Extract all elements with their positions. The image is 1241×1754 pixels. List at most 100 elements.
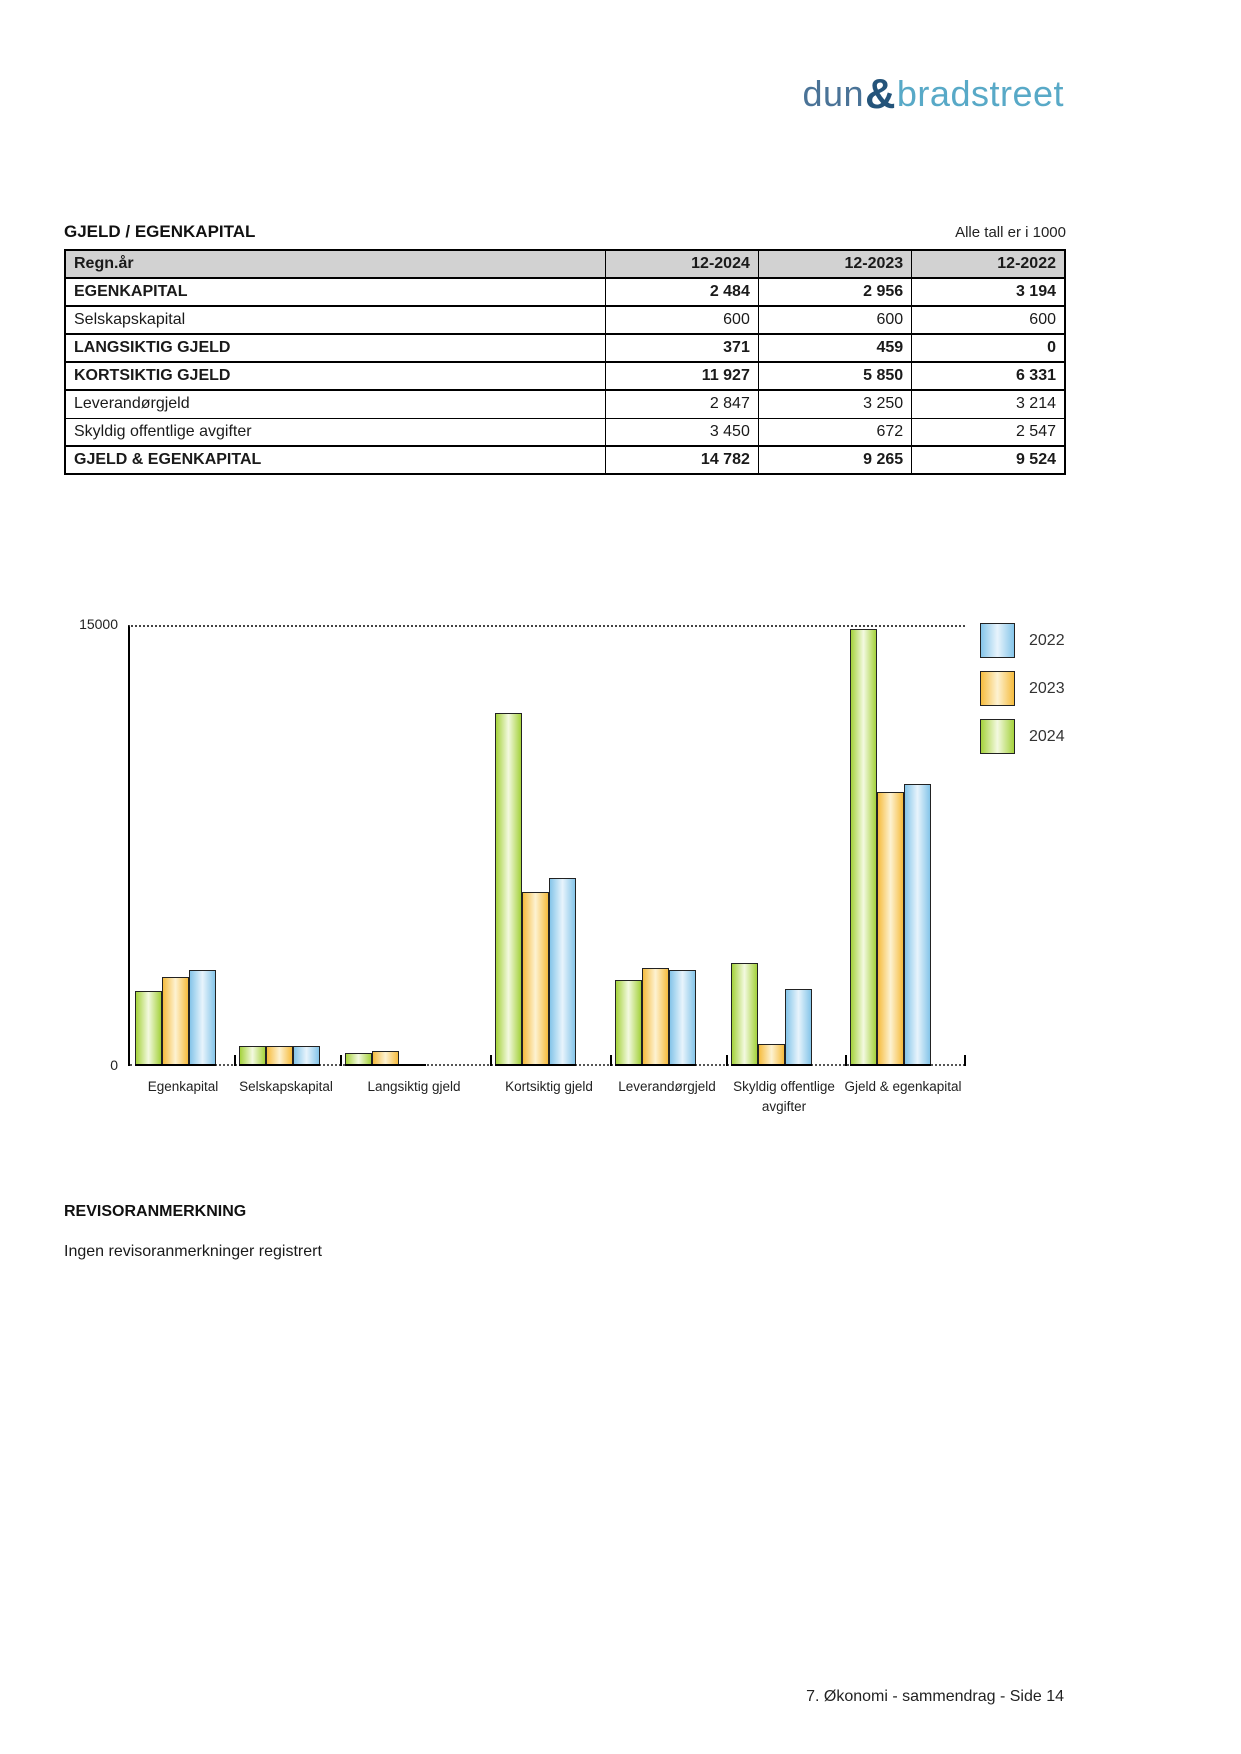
gjeld-egenkapital-section: GJELD / EGENKAPITAL Alle tall er i 1000 … <box>64 222 1066 475</box>
table-row: GJELD & EGENKAPITAL 14 782 9 265 9 524 <box>64 445 1066 475</box>
table-row: EGENKAPITAL 2 484 2 956 3 194 <box>64 277 1066 307</box>
revisor-text: Ingen revisoranmerkninger registrert <box>64 1243 322 1260</box>
legend-label: 2022 <box>1029 631 1065 649</box>
bar-2023-langsiktig-gjeld <box>372 1051 399 1064</box>
category-label: Selskapskapital <box>239 1079 333 1094</box>
column-header-regnaar: Regn.år <box>64 249 606 279</box>
row-value: 3 450 <box>604 417 759 447</box>
legend-item-2023: 2023 <box>980 671 1065 706</box>
bar-2023-gjeld-egenkapital <box>877 792 904 1064</box>
row-label: GJELD & EGENKAPITAL <box>64 445 606 475</box>
row-label: EGENKAPITAL <box>64 277 606 307</box>
category-label: Leverandørgjeld <box>618 1079 716 1094</box>
category-label: Egenkapital <box>147 1079 219 1094</box>
row-value: 600 <box>604 305 759 335</box>
bar-2024-skyldig-offentlige-avgifter <box>731 963 758 1064</box>
bar-2022-selskapskapital <box>293 1046 320 1064</box>
row-value: 0 <box>911 333 1066 363</box>
bar-2024-gjeld-egenkapital <box>850 629 877 1064</box>
bar-2023-selskapskapital <box>266 1046 293 1064</box>
financial-table-body: EGENKAPITAL 2 484 2 956 3 194 Selskapskapita… <box>64 277 1066 475</box>
bar-2022-leverand-rgjeld <box>669 970 696 1064</box>
row-value: 14 782 <box>604 445 759 475</box>
chart-category-labels: Egenkapital Selskapskapital Langsiktig gje… <box>128 1077 965 1119</box>
logo-text-bradstreet: bradstreet <box>896 73 1064 114</box>
column-header-2024: 12-2024 <box>604 249 759 279</box>
x-axis-tick <box>964 1055 966 1066</box>
page-footer: 7. Økonomi - sammendrag - Side 14 <box>806 1688 1064 1705</box>
section-title: GJELD / EGENKAPITAL <box>64 222 256 241</box>
bar-2023-kortsiktig-gjeld <box>522 892 549 1064</box>
bar-2023-skyldig-offentlige-avgifter <box>758 1044 785 1064</box>
table-row: LANGSIKTIG GJELD 371 459 0 <box>64 333 1066 363</box>
category-label: Skyldig offentlige avgifter <box>733 1079 835 1114</box>
category-label: Langsiktig gjeld <box>367 1079 461 1094</box>
bar-group <box>135 970 216 1066</box>
bar-group <box>850 629 931 1066</box>
row-value: 11 927 <box>604 361 759 391</box>
row-value: 3 214 <box>911 389 1066 419</box>
table-header-row: Regn.år 12-2024 12-2023 12-2022 <box>64 249 1066 279</box>
bar-group <box>731 963 812 1066</box>
row-value: 672 <box>757 417 913 447</box>
legend-swatch-2023 <box>980 671 1015 706</box>
row-value: 600 <box>911 305 1066 335</box>
x-axis-tick <box>490 1055 492 1066</box>
bar-2024-leverand-rgjeld <box>615 980 642 1064</box>
y-axis-tick-15000: 15000 <box>79 616 118 632</box>
legend-swatch-2024 <box>980 719 1015 754</box>
units-note: Alle tall er i 1000 <box>955 224 1066 241</box>
column-header-2022: 12-2022 <box>911 249 1066 279</box>
table-row: Selskapskapital 600 600 600 <box>64 305 1066 335</box>
row-value: 6 331 <box>911 361 1066 391</box>
row-label: KORTSIKTIG GJELD <box>64 361 606 391</box>
bar-2022-gjeld-egenkapital <box>904 784 931 1064</box>
dun-and-bradstreet-logo: dun&bradstreet <box>802 70 1064 118</box>
row-value: 9 524 <box>911 445 1066 475</box>
logo-text-dun: dun <box>802 73 865 114</box>
row-value: 459 <box>757 333 913 363</box>
row-value: 2 547 <box>911 417 1066 447</box>
row-value: 3 194 <box>911 277 1066 307</box>
row-label: Skyldig offentlige avgifter <box>64 417 606 447</box>
row-value: 371 <box>604 333 759 363</box>
x-axis-tick <box>845 1055 847 1066</box>
bar-2022-skyldig-offentlige-avgifter <box>785 989 812 1064</box>
revisoranmerkning-section: REVISORANMERKNING Ingen revisoranmerknin… <box>64 1203 322 1261</box>
chart-legend: 2022 2023 2024 <box>980 623 1065 767</box>
legend-swatch-2022 <box>980 623 1015 658</box>
bar-2023-egenkapital <box>162 977 189 1064</box>
bar-2022-egenkapital <box>189 970 216 1064</box>
bar-2024-kortsiktig-gjeld <box>495 713 522 1064</box>
table-row: Skyldig offentlige avgifter 3 450 672 2 547 <box>64 417 1066 447</box>
bar-group <box>615 968 696 1066</box>
bar-group <box>345 1051 426 1066</box>
table-row: Leverandørgjeld 2 847 3 250 3 214 <box>64 389 1066 419</box>
financial-table: Regn.år 12-2024 12-2023 12-2022 EGENKAPI… <box>64 249 1066 475</box>
column-header-2023: 12-2023 <box>757 249 913 279</box>
bar-group <box>239 1046 320 1066</box>
x-axis-tick <box>610 1055 612 1066</box>
row-value: 3 250 <box>757 389 913 419</box>
row-value: 5 850 <box>757 361 913 391</box>
row-value: 600 <box>757 305 913 335</box>
row-label: Selskapskapital <box>64 305 606 335</box>
logo-ampersand-icon: & <box>865 70 896 117</box>
legend-item-2022: 2022 <box>980 623 1065 658</box>
row-value: 2 847 <box>604 389 759 419</box>
x-axis-tick <box>726 1055 728 1066</box>
bar-2024-langsiktig-gjeld <box>345 1053 372 1064</box>
chart-plot <box>128 625 966 1066</box>
category-label: Gjeld & egenkapital <box>844 1079 962 1094</box>
x-axis-tick <box>340 1055 342 1066</box>
row-value: 2 956 <box>757 277 913 307</box>
revisor-heading: REVISORANMERKNING <box>64 1203 247 1220</box>
legend-label: 2023 <box>1029 679 1065 697</box>
x-axis-tick <box>234 1055 236 1066</box>
bar-2022-kortsiktig-gjeld <box>549 878 576 1064</box>
bar-2024-selskapskapital <box>239 1046 266 1064</box>
table-row: KORTSIKTIG GJELD 11 927 5 850 6 331 <box>64 361 1066 391</box>
row-label: Leverandørgjeld <box>64 389 606 419</box>
section-title-row: GJELD / EGENKAPITAL Alle tall er i 1000 <box>64 222 1066 242</box>
bar-2023-leverand-rgjeld <box>642 968 669 1064</box>
